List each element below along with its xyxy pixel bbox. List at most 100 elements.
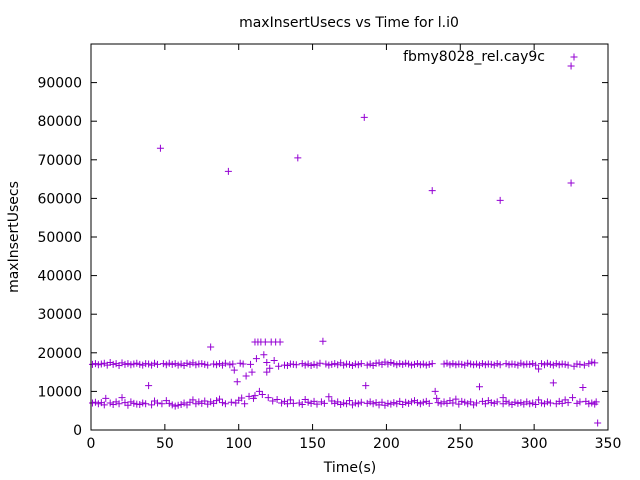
data-point (204, 361, 212, 369)
data-point (576, 360, 584, 368)
data-point (328, 360, 336, 368)
data-point (310, 360, 318, 368)
data-point (390, 360, 398, 368)
data-point (216, 360, 224, 368)
data-point (230, 366, 238, 374)
data-point (331, 360, 339, 368)
data-point (490, 361, 498, 369)
x-tick-label: 0 (87, 436, 96, 452)
data-point (378, 398, 386, 406)
data-point (428, 360, 436, 368)
data-point (564, 399, 572, 407)
data-point (413, 360, 421, 368)
data-point (153, 360, 161, 368)
data-point (419, 398, 427, 406)
data-point (511, 398, 519, 406)
data-point (174, 401, 182, 409)
data-point (546, 360, 554, 368)
data-point (561, 360, 569, 368)
data-point (458, 360, 466, 368)
y-tick-label: 30000 (37, 307, 82, 323)
data-point (136, 360, 144, 368)
y-tick-label: 70000 (37, 153, 82, 169)
data-point (357, 360, 365, 368)
data-point (452, 361, 460, 369)
data-point (304, 398, 312, 406)
data-point (369, 400, 377, 408)
data-point (313, 400, 321, 408)
data-point (201, 397, 209, 405)
data-point (413, 399, 421, 407)
data-point (224, 167, 232, 175)
data-point (362, 382, 370, 390)
data-point (118, 359, 126, 367)
data-point (304, 360, 312, 368)
x-tick-label: 200 (373, 436, 400, 452)
data-point (473, 399, 481, 407)
data-point (470, 361, 478, 369)
data-point (408, 361, 416, 369)
data-point (502, 360, 510, 368)
data-point (294, 154, 302, 162)
data-points (88, 62, 602, 427)
data-point (198, 360, 206, 368)
data-point (148, 401, 156, 409)
data-point (354, 400, 362, 408)
data-point (263, 368, 271, 376)
data-point (573, 399, 581, 407)
data-point (91, 360, 99, 368)
data-point (322, 360, 330, 368)
legend: fbmy8028_rel.cay9c (403, 49, 578, 65)
data-point (467, 360, 475, 368)
x-axis: 0 50 100 150 200 250 300 350 (87, 44, 621, 452)
data-point (295, 399, 303, 407)
data-point (298, 360, 306, 368)
data-point (422, 361, 430, 369)
data-point (360, 113, 368, 121)
data-point (106, 399, 114, 407)
data-point (266, 364, 274, 372)
data-point (100, 401, 108, 409)
data-point (218, 399, 226, 407)
data-point (434, 399, 442, 407)
data-point (419, 360, 427, 368)
data-point (325, 393, 333, 401)
data-point (363, 361, 371, 369)
data-point (585, 400, 593, 408)
data-point (538, 360, 546, 368)
data-point (366, 360, 374, 368)
data-point (216, 395, 224, 403)
data-point (241, 400, 249, 408)
data-point (396, 360, 404, 368)
data-point (526, 360, 534, 368)
data-point (467, 398, 475, 406)
data-point (569, 394, 577, 402)
data-point (381, 401, 389, 409)
data-point (307, 362, 315, 370)
data-point (514, 399, 522, 407)
data-point (270, 357, 278, 365)
data-point (493, 360, 501, 368)
data-point (502, 397, 510, 405)
data-point (276, 338, 284, 346)
data-point (461, 361, 469, 369)
data-point (416, 361, 424, 369)
data-point (481, 400, 489, 408)
data-point (94, 400, 102, 408)
data-point (351, 399, 359, 407)
data-point (283, 362, 291, 370)
data-point (538, 399, 546, 407)
y-tick-label: 50000 (37, 230, 82, 246)
y-axis-label: maxInsertUsecs (6, 181, 22, 293)
data-point (535, 365, 543, 373)
data-point (449, 360, 457, 368)
data-point (156, 144, 164, 152)
data-point (428, 187, 436, 195)
data-point (517, 359, 525, 367)
data-point (102, 394, 110, 402)
data-point (142, 400, 150, 408)
data-point (145, 360, 153, 368)
data-point (325, 361, 333, 369)
data-point (153, 399, 161, 407)
data-point (124, 401, 132, 409)
